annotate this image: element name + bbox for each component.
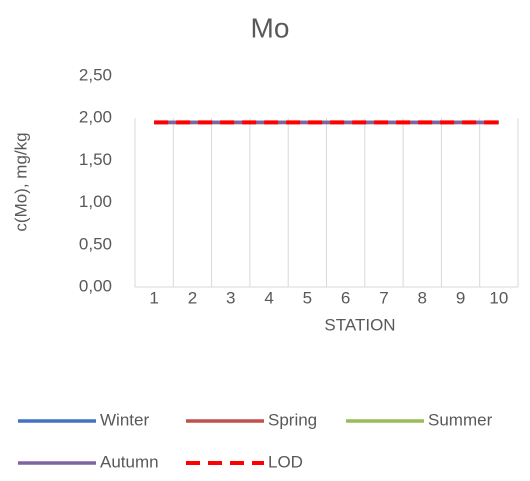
y-tick-label: 0,00 — [79, 276, 112, 295]
y-tick-label: 1,50 — [79, 150, 112, 169]
x-tick-label: 10 — [489, 288, 508, 307]
y-axis-label: c(Mo), mg/kg — [11, 132, 30, 231]
chart-title: Mo — [251, 12, 290, 43]
x-tick-label: 6 — [341, 288, 350, 307]
x-tick-label: 8 — [418, 288, 427, 307]
legend-label: Summer — [428, 410, 493, 429]
x-tick-label: 5 — [303, 288, 312, 307]
x-tick-label: 3 — [226, 288, 235, 307]
y-tick-label: 1,00 — [79, 192, 112, 211]
x-tick-label: 1 — [149, 288, 158, 307]
x-tick-label: 9 — [456, 288, 465, 307]
legend-label: Spring — [268, 410, 317, 429]
x-axis-label: STATION — [324, 315, 395, 334]
y-tick-label: 2,00 — [79, 108, 112, 127]
x-tick-label: 4 — [264, 288, 273, 307]
legend-label: Autumn — [100, 452, 159, 471]
x-tick-label: 7 — [379, 288, 388, 307]
y-tick-label: 0,50 — [79, 234, 112, 253]
y-tick-label: 2,50 — [79, 65, 112, 84]
legend-label: LOD — [268, 452, 303, 471]
x-tick-label: 2 — [188, 288, 197, 307]
legend-label: Winter — [100, 410, 149, 429]
